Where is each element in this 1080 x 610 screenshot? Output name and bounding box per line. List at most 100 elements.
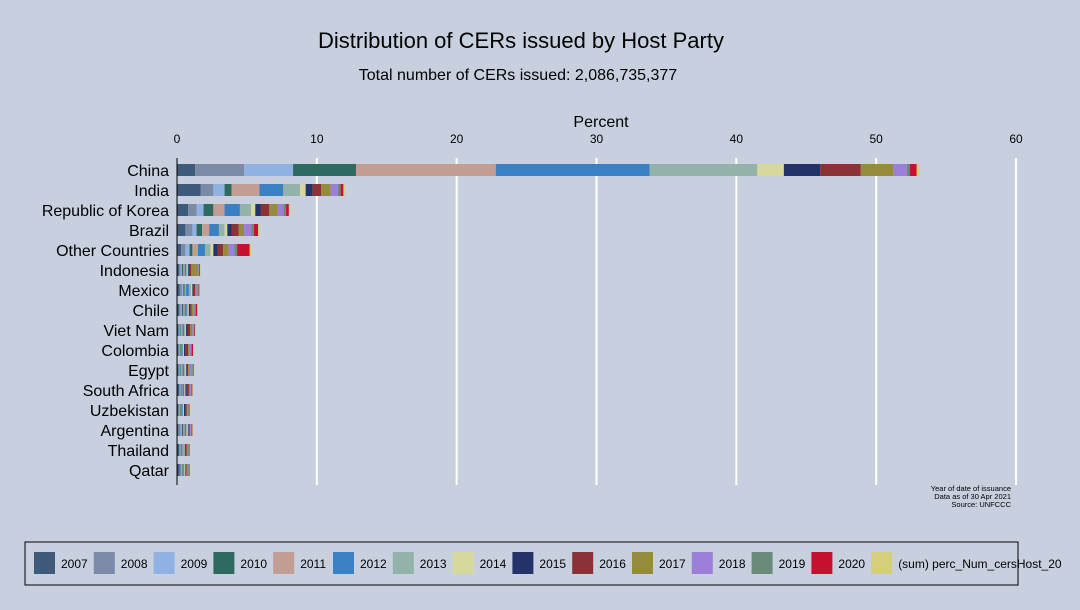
legend-label: 2013 (420, 557, 447, 571)
legend-swatch (153, 552, 175, 574)
bar-segment (183, 404, 186, 416)
bar-segment (244, 164, 294, 176)
bar-segment (249, 244, 252, 256)
bar-segment (177, 164, 196, 176)
bar-segment (204, 244, 211, 256)
legend-swatch (273, 552, 295, 574)
bar-segment (186, 464, 187, 476)
bar-segment (177, 304, 180, 316)
bar-segment (183, 384, 185, 396)
bar-segment (198, 284, 200, 296)
bar-segment (177, 364, 179, 376)
bar-segment (180, 324, 182, 336)
bar-segment (179, 364, 181, 376)
category-label: Viet Nam (103, 323, 169, 340)
bar-segment (181, 244, 186, 256)
bar-segment (178, 364, 180, 376)
bar-segment (187, 464, 189, 476)
bar-segment (178, 424, 181, 436)
bar-segment (185, 384, 187, 396)
bar-segment (184, 424, 187, 436)
legend-swatch (871, 552, 893, 574)
bar-segment (210, 244, 214, 256)
bar-segment (820, 164, 861, 176)
bar-segment (189, 424, 191, 436)
bar-segment (202, 224, 210, 236)
legend-label: 2015 (539, 557, 566, 571)
bar-segment (183, 464, 185, 476)
bar-segment (237, 244, 250, 256)
bar-segment (183, 464, 184, 476)
bar-segment (495, 164, 650, 176)
legend-swatch (93, 552, 115, 574)
bar-segment (182, 384, 184, 396)
bar-segment (186, 384, 189, 396)
bar-segment (258, 224, 260, 236)
bar-segment (188, 424, 190, 436)
bar-segment (189, 344, 191, 356)
bar-segment (181, 444, 182, 456)
bar-segment (188, 464, 190, 476)
bar-segment (177, 324, 179, 336)
bar-segment (186, 364, 189, 376)
bar-segment (177, 224, 186, 236)
x-tick-label: 40 (730, 132, 744, 146)
bar-segment (906, 164, 910, 176)
legend-swatch (632, 552, 653, 574)
bar-segment (194, 304, 196, 316)
bar-segment (200, 184, 214, 196)
bar-segment (181, 264, 184, 276)
bar-segment (177, 264, 180, 276)
bar-segment (187, 444, 189, 456)
bar-segment (188, 384, 191, 396)
bar-segment (312, 184, 322, 196)
bar-segment (231, 224, 239, 236)
bar-segment (190, 284, 193, 296)
bar-segment (187, 404, 189, 416)
bar-segment (196, 204, 204, 216)
bar-segment (182, 444, 184, 456)
bar-segment (343, 184, 345, 196)
source-note: Source: UNFCCC (951, 500, 1011, 509)
bar-segment (179, 264, 181, 276)
bar-segment (177, 464, 180, 476)
bar-segment (181, 424, 184, 436)
bar-segment (293, 164, 356, 176)
bar-segment (197, 284, 199, 296)
bar-segment (195, 324, 196, 336)
bar-segment (181, 444, 183, 456)
bar-segment (187, 264, 189, 276)
legend-label: 2020 (838, 557, 865, 571)
bar-segment (184, 264, 187, 276)
bar-segment (184, 464, 186, 476)
bar-segment (253, 224, 259, 236)
bar-segment (239, 204, 252, 216)
bar-segment (185, 224, 193, 236)
bar-segment (183, 344, 186, 356)
bar-segment (305, 184, 313, 196)
bar-segment (192, 384, 194, 396)
bar-segment (192, 224, 197, 236)
bar-segment (183, 424, 185, 436)
bar-segment (194, 324, 196, 336)
category-label: Argentina (101, 423, 170, 440)
bar-segment (177, 444, 180, 456)
bar-segment (180, 404, 182, 416)
bar-segment (909, 164, 917, 176)
source-note: Data as of 30 Apr 2021 (934, 492, 1011, 501)
legend: 2007 2008 2009 2010 2011 2012 2013 2014 2015 2016… (34, 552, 1062, 574)
bar-segment (187, 324, 191, 336)
bar-segment (189, 404, 191, 416)
bar-segment (860, 164, 893, 176)
bar-segment (181, 384, 182, 396)
bar-segment (321, 184, 331, 196)
category-label: South Africa (83, 383, 169, 400)
bar-segment (213, 204, 225, 216)
bar-segment (180, 444, 182, 456)
bar-segment (190, 424, 192, 436)
bar-segment (186, 424, 188, 436)
bar-segment (337, 184, 341, 196)
bar-segment (183, 324, 186, 336)
bar-segment (209, 224, 219, 236)
